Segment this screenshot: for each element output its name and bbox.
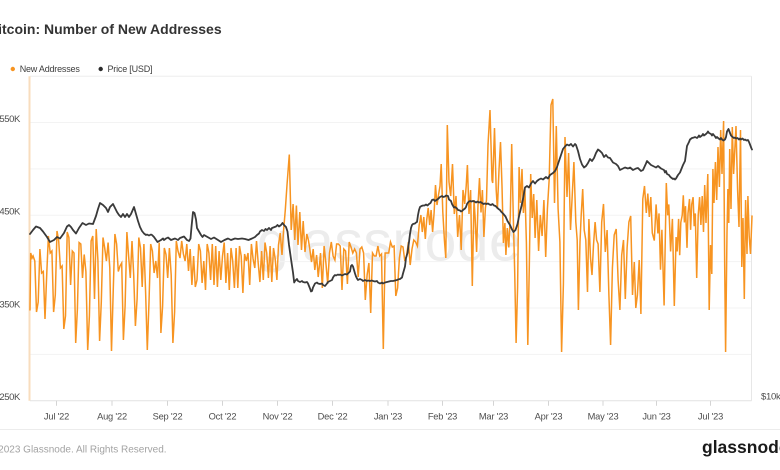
svg-text:Sep '22: Sep '22: [153, 412, 183, 422]
svg-text:Jul '22: Jul '22: [44, 412, 69, 422]
svg-text:Jan '23: Jan '23: [374, 412, 402, 422]
svg-text:Apr '23: Apr '23: [535, 412, 563, 422]
svg-text:Mar '23: Mar '23: [479, 412, 508, 422]
svg-text:250K: 250K: [0, 392, 21, 403]
svg-text:450K: 450K: [0, 207, 21, 218]
svg-text:Oct '22: Oct '22: [209, 412, 237, 422]
svg-text:$10k: $10k: [761, 392, 780, 403]
svg-text:Aug '22: Aug '22: [97, 412, 127, 422]
svg-text:Feb '23: Feb '23: [428, 412, 457, 422]
svg-text:Nov '22: Nov '22: [263, 412, 293, 422]
svg-text:Price [USD]: Price [USD]: [108, 64, 153, 74]
svg-text:350K: 350K: [0, 299, 21, 310]
svg-text:© 2023 Glassnode. All Rights R: © 2023 Glassnode. All Rights Reserved.: [0, 445, 167, 456]
svg-text:May '23: May '23: [588, 412, 619, 422]
svg-text:550K: 550K: [0, 114, 21, 125]
svg-text:Jun '23: Jun '23: [642, 412, 670, 422]
svg-text:Jul '23: Jul '23: [698, 412, 723, 422]
svg-text:Bitcoin: Number of New Address: Bitcoin: Number of New Addresses: [0, 21, 222, 37]
svg-text:New Addresses: New Addresses: [20, 64, 81, 74]
svg-text:Dec '22: Dec '22: [318, 412, 348, 422]
svg-text:glassnode: glassnode: [702, 437, 780, 457]
